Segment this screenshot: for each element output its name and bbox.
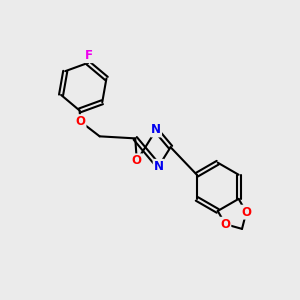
Text: N: N	[154, 160, 164, 173]
Text: O: O	[76, 115, 85, 128]
Text: O: O	[132, 154, 142, 167]
Text: O: O	[241, 206, 251, 219]
Text: O: O	[220, 218, 230, 231]
Text: F: F	[85, 49, 93, 62]
Text: N: N	[151, 124, 161, 136]
